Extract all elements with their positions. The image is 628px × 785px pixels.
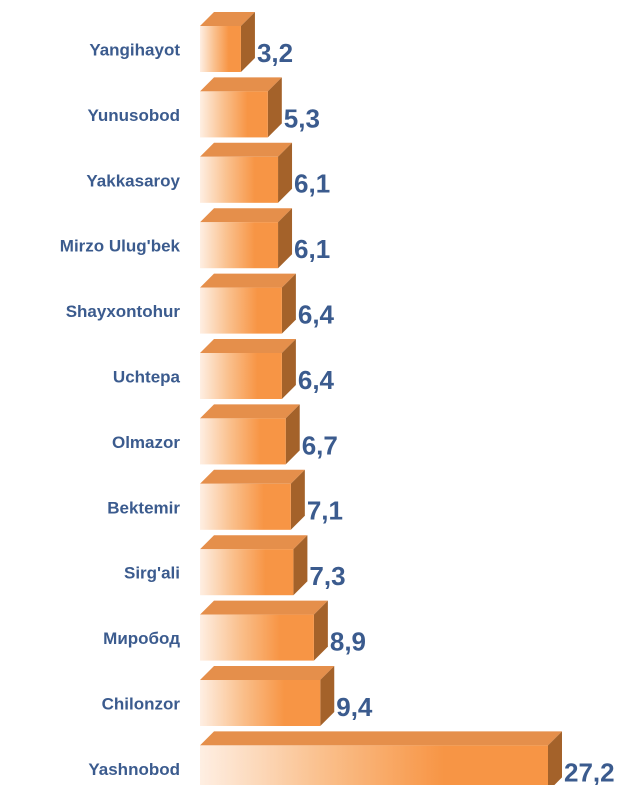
- category-label: Uchtepa: [113, 367, 181, 386]
- bar: [200, 666, 335, 726]
- category-label: Chilonzor: [102, 694, 181, 713]
- bar-front: [200, 680, 321, 726]
- bar: [200, 273, 296, 334]
- bar-top: [200, 208, 293, 223]
- bar-top: [200, 731, 562, 746]
- bar-top: [200, 12, 255, 26]
- bar-top: [200, 600, 328, 615]
- bar-side: [278, 208, 293, 269]
- value-label: 6,1: [294, 169, 330, 199]
- value-label: 3,2: [257, 38, 293, 68]
- value-label: 6,4: [298, 299, 335, 329]
- bar-front: [200, 222, 279, 269]
- bar-side: [548, 731, 562, 785]
- bar-top: [200, 666, 335, 680]
- category-label: Shayxontohur: [66, 302, 181, 321]
- bar-side: [278, 142, 293, 203]
- category-label: Yunusobod: [87, 106, 180, 125]
- bar-front-tint: [200, 680, 321, 726]
- value-label: 9,4: [336, 692, 373, 722]
- bar-top: [200, 535, 308, 550]
- bar: [200, 469, 305, 530]
- bar: [200, 404, 300, 465]
- bar: [200, 12, 255, 72]
- value-label: 27,2: [564, 757, 615, 785]
- value-label: 6,4: [298, 365, 335, 395]
- bar: [200, 731, 562, 785]
- bar-side: [281, 273, 296, 334]
- category-label: Bektemir: [107, 498, 180, 517]
- bar: [200, 208, 293, 269]
- value-label: 7,1: [307, 496, 343, 526]
- value-label: 6,1: [294, 234, 330, 264]
- bar-top: [200, 339, 296, 353]
- bar-front-tint: [200, 353, 282, 399]
- bar-front-tint: [200, 222, 279, 269]
- value-label: 5,3: [284, 103, 320, 133]
- bar-front: [200, 91, 268, 138]
- bar-front-tint: [200, 483, 291, 530]
- bar: [200, 142, 293, 203]
- value-label: 8,9: [330, 626, 366, 656]
- bar-top: [200, 273, 296, 288]
- bar-front: [200, 353, 282, 399]
- bar: [200, 77, 282, 138]
- bar-front-tint: [200, 745, 548, 785]
- bar-front-tint: [200, 614, 314, 661]
- value-label: 6,7: [302, 430, 338, 460]
- bar-side: [313, 600, 328, 661]
- bar: [200, 600, 328, 661]
- bar-front-tint: [200, 287, 282, 334]
- bar-side: [320, 666, 335, 726]
- bar-front: [200, 156, 279, 203]
- bar-top: [200, 142, 293, 157]
- bar-front: [200, 26, 241, 72]
- bar: [200, 339, 296, 399]
- bar-front: [200, 614, 314, 661]
- bar-side: [290, 469, 305, 530]
- bar-front: [200, 287, 282, 334]
- category-label: Sirg'ali: [124, 564, 180, 583]
- category-label: Миробод: [103, 629, 180, 648]
- bar-side: [267, 77, 282, 138]
- bar-front: [200, 549, 294, 596]
- bar-front-tint: [200, 91, 268, 138]
- category-label: Yashnobod: [88, 760, 180, 779]
- bar-top: [200, 469, 305, 484]
- bar-front: [200, 418, 286, 465]
- bar-front-tint: [200, 549, 294, 596]
- bar-side: [293, 535, 308, 596]
- bar-side: [285, 404, 300, 465]
- category-label: Yakkasaroy: [86, 171, 180, 190]
- bar: [200, 535, 308, 596]
- bar-front-tint: [200, 156, 279, 203]
- category-label: Mirzo Ulug'bek: [60, 237, 181, 256]
- category-label: Olmazor: [112, 433, 180, 452]
- bar-top: [200, 77, 282, 92]
- bar-side: [281, 339, 296, 399]
- bar-front-tint: [200, 26, 241, 72]
- bar-front: [200, 483, 291, 530]
- category-label: Yangihayot: [89, 40, 180, 59]
- bar-top: [200, 404, 300, 419]
- bar-front-tint: [200, 418, 286, 465]
- bar-front: [200, 745, 548, 785]
- value-label: 7,3: [309, 561, 345, 591]
- bar-side: [240, 12, 255, 72]
